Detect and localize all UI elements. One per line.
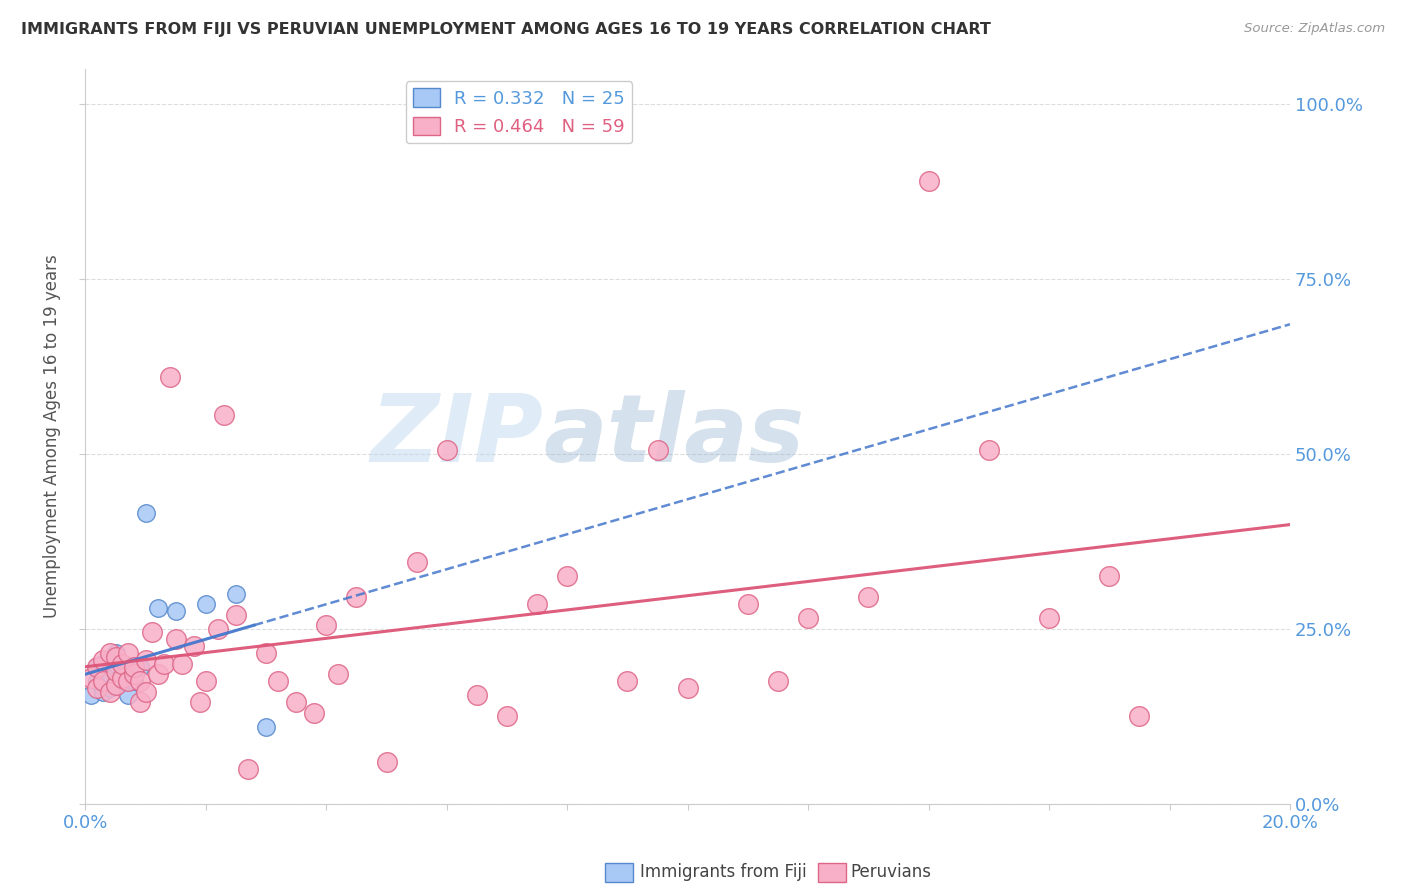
Point (93, 671, 115, 685)
Point (104, 678, 127, 692)
Point (465, 689, 488, 703)
Point (146, 667, 169, 681)
Point (93, 657, 115, 671)
Point (170, 657, 193, 671)
Point (93, 685, 115, 699)
Point (647, 443, 669, 458)
Text: ZIP: ZIP (370, 391, 543, 483)
Point (188, 695, 211, 709)
Point (977, 443, 1000, 458)
Point (285, 695, 308, 709)
Point (207, 622, 229, 636)
Point (98, 653, 121, 667)
Point (315, 618, 337, 632)
Point (122, 674, 145, 689)
Point (117, 674, 139, 689)
Text: atlas: atlas (543, 391, 804, 483)
Point (98, 681, 121, 696)
Point (86, 674, 108, 689)
Point (93, 653, 115, 667)
Point (152, 657, 174, 671)
Point (797, 611, 820, 625)
Point (135, 685, 157, 699)
Point (146, 600, 169, 615)
Point (346, 591, 368, 605)
Point (555, 569, 578, 583)
Point (917, 173, 939, 187)
Point (110, 657, 132, 671)
Point (86, 660, 108, 674)
Point (104, 657, 127, 671)
Point (104, 664, 127, 678)
Point (405, 555, 427, 569)
Point (375, 755, 398, 769)
Point (212, 409, 235, 423)
Point (98, 685, 121, 699)
Point (1038, 611, 1060, 625)
Point (254, 720, 277, 734)
Point (110, 674, 132, 689)
Point (766, 674, 789, 689)
Point (122, 660, 145, 674)
Text: Immigrants from Fiji: Immigrants from Fiji (640, 863, 807, 881)
Point (128, 695, 150, 709)
Point (1098, 569, 1121, 583)
Legend: R = 0.332   N = 25, R = 0.464   N = 59: R = 0.332 N = 25, R = 0.464 N = 59 (406, 81, 633, 144)
Point (141, 625, 163, 640)
Point (165, 604, 187, 618)
Point (110, 671, 132, 685)
Point (80, 689, 103, 703)
Point (98, 646, 121, 660)
Point (194, 674, 217, 689)
Text: IMMIGRANTS FROM FIJI VS PERUVIAN UNEMPLOYMENT AMONG AGES 16 TO 19 YEARS CORRELAT: IMMIGRANTS FROM FIJI VS PERUVIAN UNEMPLO… (21, 22, 991, 37)
Point (858, 591, 880, 605)
Point (98, 667, 121, 681)
Point (676, 681, 699, 696)
Point (304, 706, 326, 720)
Point (436, 443, 458, 458)
Point (86, 660, 108, 674)
Point (104, 678, 127, 692)
Point (225, 587, 247, 601)
Point (128, 660, 150, 674)
Text: Peruvians: Peruvians (851, 863, 932, 881)
Point (104, 646, 127, 660)
Point (128, 674, 150, 689)
Point (165, 632, 187, 647)
Point (616, 674, 638, 689)
Point (93, 674, 115, 689)
Point (110, 660, 132, 674)
Point (122, 667, 145, 681)
Point (737, 598, 759, 612)
Point (117, 689, 139, 703)
Point (86, 681, 108, 696)
Point (254, 646, 277, 660)
Point (135, 506, 157, 520)
Point (135, 653, 157, 667)
Point (159, 369, 181, 384)
Point (225, 607, 247, 622)
Point (526, 598, 548, 612)
Point (80, 671, 103, 685)
Point (236, 762, 259, 776)
Text: Source: ZipAtlas.com: Source: ZipAtlas.com (1244, 22, 1385, 36)
Point (267, 674, 290, 689)
Point (104, 649, 127, 664)
Point (496, 709, 519, 723)
Point (117, 646, 139, 660)
Point (194, 598, 217, 612)
Point (117, 667, 139, 681)
Point (104, 667, 127, 681)
Y-axis label: Unemployment Among Ages 16 to 19 years: Unemployment Among Ages 16 to 19 years (44, 254, 60, 618)
Point (328, 667, 350, 681)
Point (183, 640, 205, 654)
Point (1128, 709, 1150, 723)
